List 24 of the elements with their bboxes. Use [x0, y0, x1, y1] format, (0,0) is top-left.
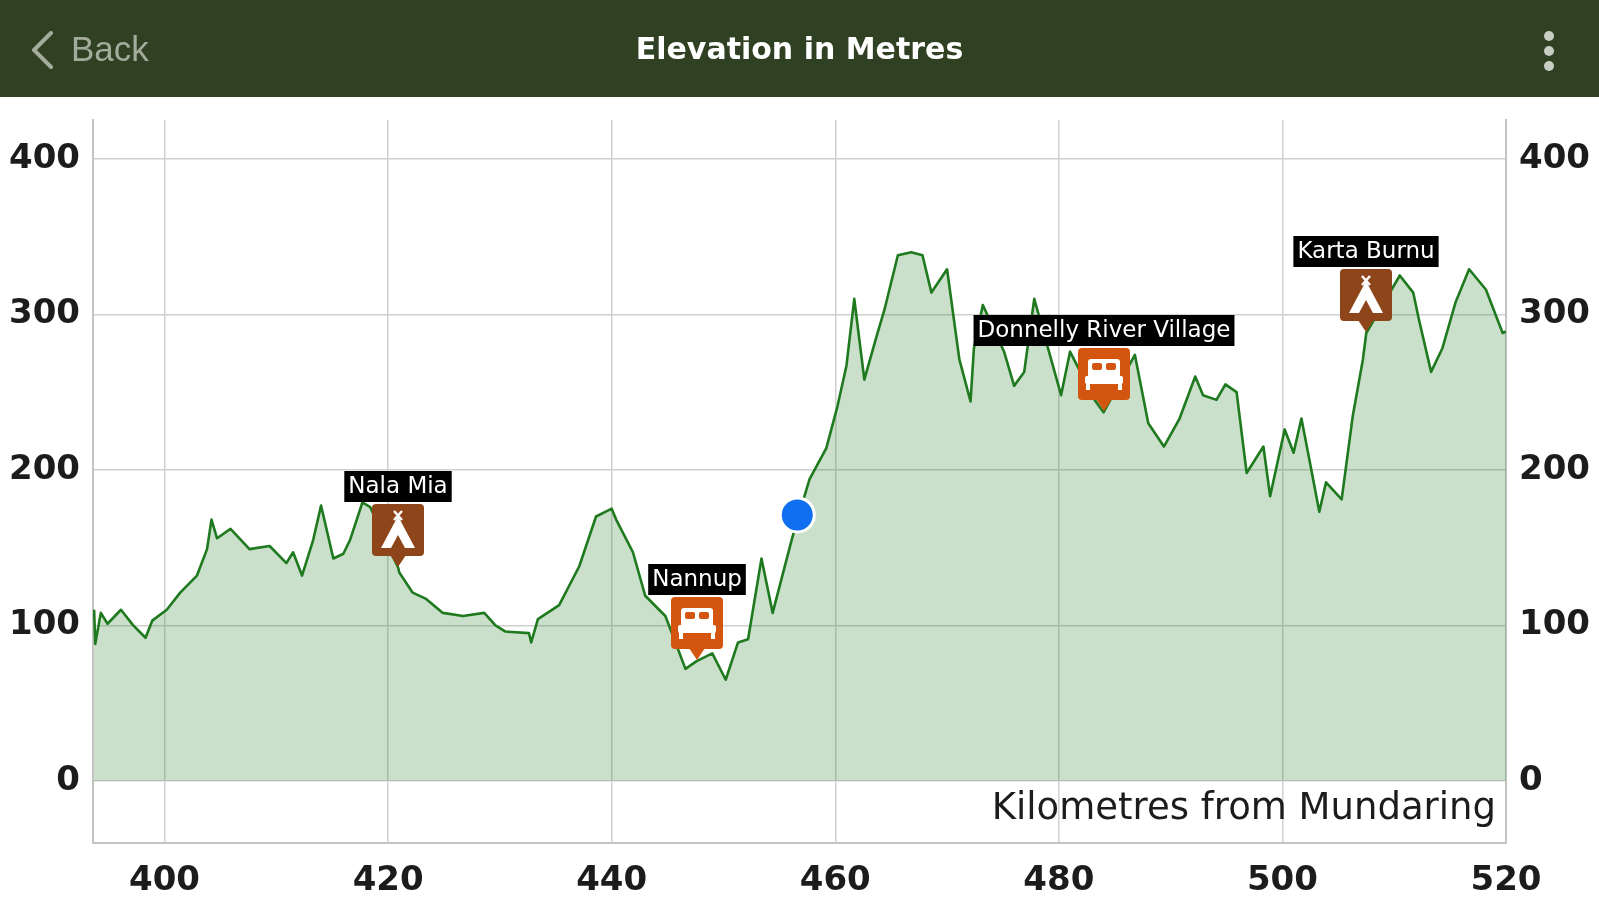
- annotation: Donnelly River Village: [977, 315, 1231, 342]
- x-tick-label: 420: [352, 858, 424, 899]
- x-tick-label: 400: [129, 858, 201, 899]
- y2-tick-label: 200: [1519, 446, 1590, 487]
- x-tick-label: 480: [1023, 858, 1095, 899]
- y-tick-label: 200: [9, 446, 80, 487]
- annotation: Nala Mia: [348, 471, 448, 498]
- y-tick-label: 400: [9, 135, 80, 176]
- y2-tick-label: 400: [1519, 135, 1590, 176]
- chart-title: Elevation in Metres: [634, 30, 965, 68]
- y-tick-label: 100: [9, 602, 80, 643]
- y-tick-label: 0: [56, 757, 80, 798]
- y2-tick-label: 100: [1519, 602, 1590, 643]
- annotation: Karta Burnu: [1297, 236, 1435, 263]
- x-tick-label: 520: [1470, 858, 1542, 899]
- text: Back: [71, 28, 149, 70]
- y-tick-label: 300: [9, 291, 80, 332]
- x-tick-label: 460: [799, 858, 871, 899]
- y2-tick-label: 300: [1519, 291, 1590, 332]
- y2-tick-label: 0: [1519, 757, 1543, 798]
- x-tick-label: 440: [576, 858, 648, 899]
- x-tick-label: 500: [1246, 858, 1318, 899]
- annotation: Nannup: [652, 564, 742, 591]
- x-axis-title: Kilometres from Mundaring: [991, 784, 1496, 828]
